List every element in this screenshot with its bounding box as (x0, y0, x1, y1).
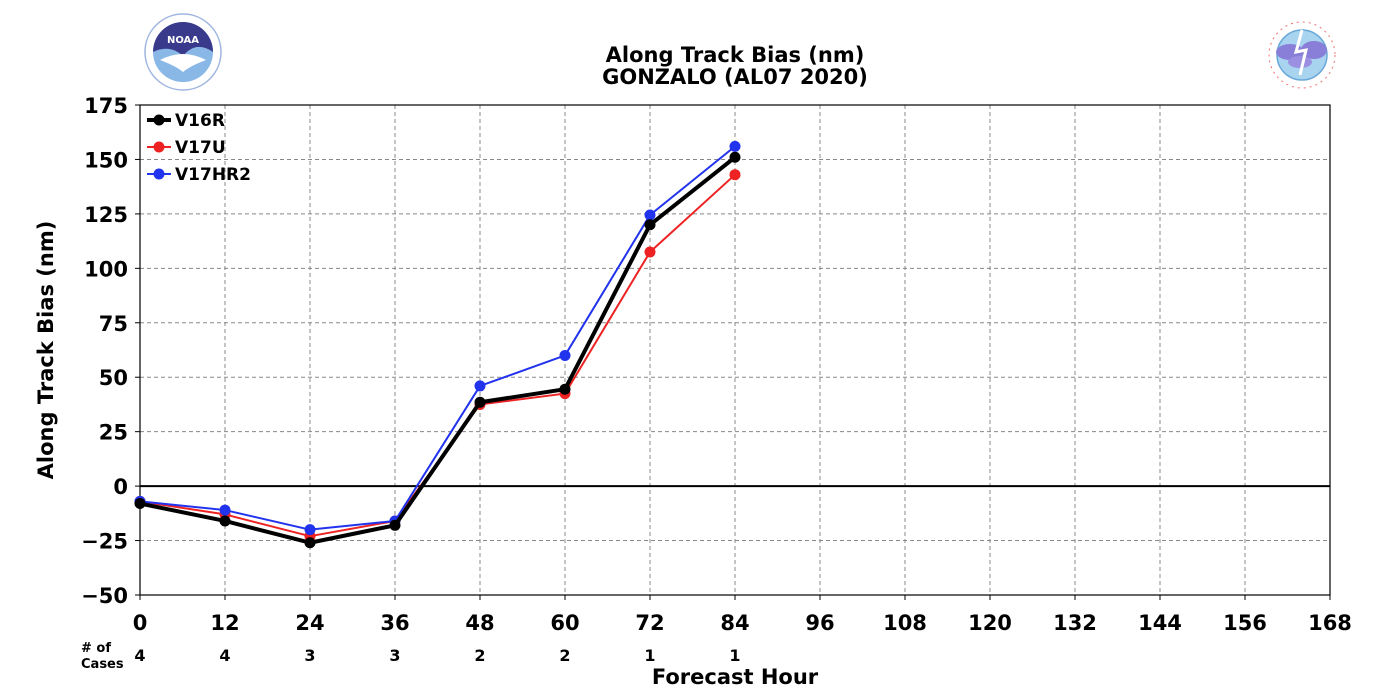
x-tick-label: 144 (1138, 611, 1182, 635)
y-tick-label: −50 (81, 584, 128, 608)
data-point-v16r (219, 515, 231, 527)
legend-label: V16R (175, 111, 225, 131)
y-tick-label: 100 (84, 257, 128, 281)
legend-marker (153, 141, 165, 153)
case-count: 3 (304, 646, 315, 665)
y-tick-label: −25 (81, 530, 128, 554)
y-tick-label: 175 (84, 94, 128, 118)
y-tick-label: 125 (84, 203, 128, 227)
y-axis-label: Along Track Bias (nm) (34, 221, 58, 480)
data-point-v17hr2 (304, 524, 316, 536)
data-point-v16r (729, 151, 741, 163)
cases-label: Cases (81, 657, 124, 672)
data-point-v17hr2 (644, 209, 656, 221)
legend: V16R V17U V17HR2 (147, 111, 251, 185)
x-tick-label: 48 (465, 611, 494, 635)
data-point-v17hr2 (559, 349, 571, 361)
x-tick-labels: 0 12 24 36 48 60 72 84 96 108 120 132 144 156 168 (133, 595, 1352, 635)
data-point-v17hr2 (729, 140, 741, 152)
data-point-v16r (134, 498, 146, 510)
x-tick-label: 84 (720, 611, 749, 635)
series-line-v16r (139, 155, 737, 545)
data-point-v17hr2 (474, 380, 486, 392)
x-tick-label: 60 (550, 611, 579, 635)
x-tick-label: 108 (883, 611, 927, 635)
noaa-logo: NOAA (144, 13, 222, 91)
x-tick-label: 132 (1053, 611, 1097, 635)
x-tick-label: 12 (210, 611, 239, 635)
case-count: 1 (644, 646, 655, 665)
legend-marker (153, 114, 165, 126)
y-tick-label: 150 (84, 148, 128, 172)
x-tick-label: 156 (1223, 611, 1267, 635)
x-tick-label: 120 (968, 611, 1012, 635)
data-point-v16r (304, 537, 316, 549)
chart-title: Along Track Bias (nm) (606, 43, 865, 67)
y-tick-label: 50 (99, 366, 128, 390)
data-point-v17hr2 (219, 504, 231, 516)
x-axis-label: Forecast Hour (652, 665, 819, 689)
y-tick-labels: −50 −25 0 25 50 75 100 125 150 175 (81, 94, 140, 608)
series-line-v17hr2 (139, 145, 736, 531)
y-tick-label: 25 (99, 421, 128, 445)
x-tick-label: 36 (380, 611, 409, 635)
x-tick-label: 96 (805, 611, 834, 635)
data-point-v16r (644, 219, 656, 231)
x-tick-label: 0 (133, 611, 148, 635)
x-tick-label: 168 (1308, 611, 1352, 635)
case-count: 4 (134, 646, 145, 665)
y-tick-label: 0 (113, 475, 128, 499)
nws-logo (1266, 19, 1338, 91)
data-point-v17u (644, 246, 656, 258)
data-point-v16r (389, 519, 401, 531)
x-tick-label: 24 (295, 611, 324, 635)
data-point-v16r (474, 396, 486, 408)
chart-subtitle: GONZALO (AL07 2020) (602, 65, 868, 89)
case-count: 2 (559, 646, 570, 665)
legend-label: V17U (175, 138, 226, 158)
legend-label: V17HR2 (175, 165, 251, 185)
cases-label: # of (81, 641, 111, 656)
case-count: 3 (389, 646, 400, 665)
series-lines (134, 140, 741, 549)
data-point-v16r (559, 383, 571, 395)
case-count: 2 (474, 646, 485, 665)
svg-text:NOAA: NOAA (167, 35, 199, 46)
x-tick-label: 72 (635, 611, 664, 635)
data-point-v17u (729, 169, 741, 181)
case-count: 4 (219, 646, 230, 665)
y-tick-label: 75 (99, 312, 128, 336)
legend-marker (153, 168, 165, 180)
case-count: 1 (729, 646, 740, 665)
